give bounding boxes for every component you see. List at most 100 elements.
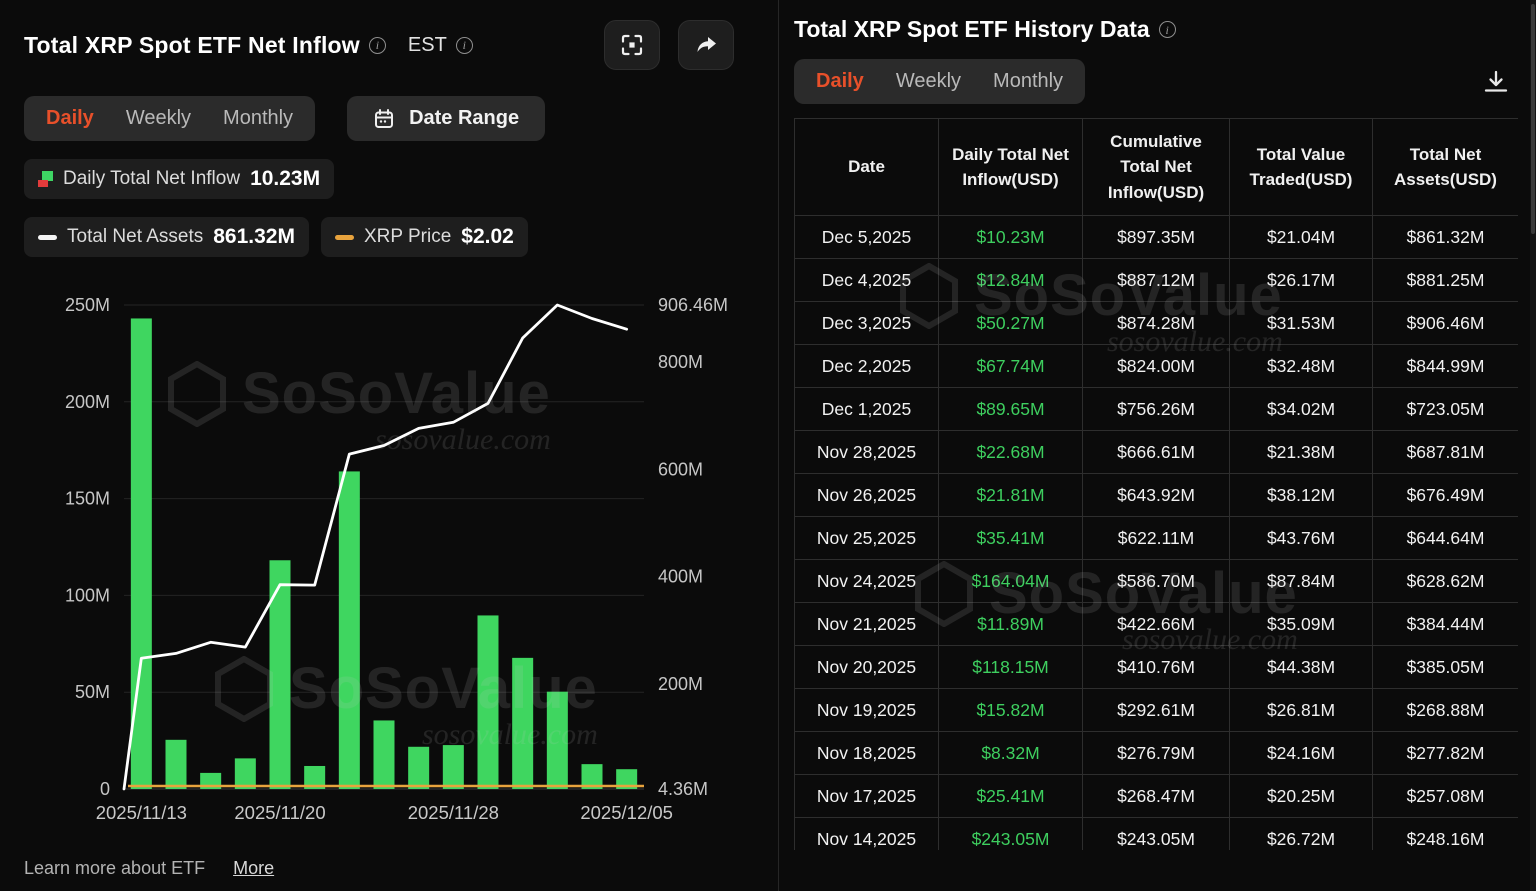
timezone-label: EST [407,33,447,56]
title-info-icon[interactable] [368,36,386,54]
chart-footer: Learn more about ETF More [24,858,274,879]
cell-assets: $644.64M [1372,516,1518,560]
cell-cumulative: $276.79M [1082,731,1230,775]
cell-cumulative: $874.28M [1082,301,1230,345]
chart-controls: Daily Weekly Monthly Date Range [24,96,754,141]
inflow-chart[interactable]: 0 50M 100M 150M 200M 250M 4.36M 200M 400M 600M 800… [12,265,757,840]
legend-label: Daily Total Net Inflow [63,168,241,189]
cell-assets: $861.32M [1372,215,1518,259]
cell-traded: $87.84M [1229,559,1373,603]
history-table-body: Dec 5,2025 $10.23M $897.35M $21.04M $861.32M… [794,215,1518,850]
cell-assets: $881.25M [1372,258,1518,302]
cell-inflow: $21.81M [938,473,1083,517]
svg-text:250M: 250M [65,295,110,315]
cell-assets: $385.05M [1372,645,1518,689]
cell-date: Dec 2,2025 [794,344,939,388]
cell-date: Nov 26,2025 [794,473,939,517]
table-title: Total XRP Spot ETF History Data [794,16,1150,42]
cell-inflow: $118.15M [938,645,1083,689]
col-daily-inflow: Daily Total Net Inflow(USD) [938,118,1083,216]
legend-value: 861.32M [213,225,295,248]
cell-assets: $687.81M [1372,430,1518,474]
legend-row-2: Total Net Assets 861.32M XRP Price $2.02 [24,217,754,257]
assets-line-icon [38,234,57,240]
history-table-container[interactable]: Date Daily Total Net Inflow(USD) Cumulat… [794,118,1518,850]
svg-text:200M: 200M [658,674,703,694]
table-header: Date Daily Total Net Inflow(USD) Cumulat… [794,118,1518,216]
cell-cumulative: $292.61M [1082,688,1230,732]
cell-traded: $26.81M [1229,688,1373,732]
calendar-icon [375,108,394,128]
cell-date: Nov 18,2025 [794,731,939,775]
table-row: Dec 2,2025 $67.74M $824.00M $32.48M $844.99M [794,344,1518,388]
tab-weekly[interactable]: Weekly [895,70,962,92]
legend-net-assets[interactable]: Total Net Assets 861.32M [24,217,309,257]
col-date: Date [794,118,939,216]
scrollbar-thumb[interactable] [1531,4,1535,234]
share-button[interactable] [678,20,734,70]
svg-text:100M: 100M [65,585,110,605]
cell-cumulative: $586.70M [1082,559,1230,603]
more-link[interactable]: More [233,858,275,878]
col-value-traded: Total Value Traded(USD) [1229,118,1373,216]
download-button[interactable] [1482,69,1510,95]
cell-cumulative: $897.35M [1082,215,1230,259]
cell-traded: $24.16M [1229,731,1373,775]
cell-date: Nov 14,2025 [794,817,939,850]
tab-weekly[interactable]: Weekly [125,107,192,129]
cell-traded: $34.02M [1229,387,1373,431]
timezone-info-icon[interactable] [455,36,473,54]
svg-text:150M: 150M [65,489,110,509]
page-title: Total XRP Spot ETF Net Inflow [24,31,360,58]
cell-inflow: $22.68M [938,430,1083,474]
date-range-button[interactable]: Date Range [347,96,546,141]
history-table: Date Daily Total Net Inflow(USD) Cumulat… [794,118,1518,850]
cell-inflow: $8.32M [938,731,1083,775]
tab-monthly[interactable]: Monthly [223,107,294,129]
cell-traded: $20.25M [1229,774,1373,818]
cell-assets: $628.62M [1372,559,1518,603]
cell-date: Nov 25,2025 [794,516,939,560]
table-info-icon[interactable] [1158,21,1176,38]
cell-assets: $268.88M [1372,688,1518,732]
page-scrollbar[interactable] [1530,0,1536,891]
tab-daily[interactable]: Daily [46,107,94,129]
cell-date: Nov 20,2025 [794,645,939,689]
tab-monthly[interactable]: Monthly [993,70,1064,92]
table-row: Nov 17,2025 $25.41M $268.47M $20.25M $257.08… [794,774,1518,818]
cell-cumulative: $643.92M [1082,473,1230,517]
history-data-panel: Total XRP Spot ETF History Data Daily We… [780,0,1536,891]
cell-cumulative: $756.26M [1082,387,1230,431]
period-tabs: Daily Weekly Monthly [24,96,316,141]
cell-date: Nov 21,2025 [794,602,939,646]
cell-cumulative: $243.05M [1082,817,1230,850]
col-net-assets: Total Net Assets(USD) [1372,118,1518,216]
legend-xrp-price[interactable]: XRP Price $2.02 [320,217,528,257]
svg-text:800M: 800M [658,352,703,372]
date-range-label: Date Range [409,107,520,129]
cell-assets: $248.16M [1372,817,1518,850]
cell-cumulative: $268.47M [1082,774,1230,818]
cell-traded: $26.17M [1229,258,1373,302]
svg-text:906.46M: 906.46M [658,295,728,315]
fullscreen-button[interactable] [604,20,660,70]
cell-inflow: $243.05M [938,817,1083,850]
inflow-candle-icon [38,171,53,187]
cell-traded: $44.38M [1229,645,1373,689]
svg-text:600M: 600M [658,459,703,479]
cell-traded: $26.72M [1229,817,1373,850]
svg-text:2025/11/28: 2025/11/28 [408,802,499,823]
table-row: Nov 21,2025 $11.89M $422.66M $35.09M $384.44… [794,602,1518,646]
svg-text:2025/11/20: 2025/11/20 [234,802,325,823]
tab-daily[interactable]: Daily [816,70,864,92]
cell-inflow: $164.04M [938,559,1083,603]
table-row: Dec 5,2025 $10.23M $897.35M $21.04M $861.32M [794,215,1518,259]
svg-text:400M: 400M [658,567,703,587]
cell-date: Nov 17,2025 [794,774,939,818]
legend-row-1: Daily Total Net Inflow 10.23M [24,159,754,199]
cell-traded: $21.38M [1229,430,1373,474]
table-row: Nov 14,2025 $243.05M $243.05M $26.72M $248.1… [794,817,1518,850]
cell-date: Dec 1,2025 [794,387,939,431]
legend-net-inflow[interactable]: Daily Total Net Inflow 10.23M [24,159,335,199]
cell-cumulative: $887.12M [1082,258,1230,302]
